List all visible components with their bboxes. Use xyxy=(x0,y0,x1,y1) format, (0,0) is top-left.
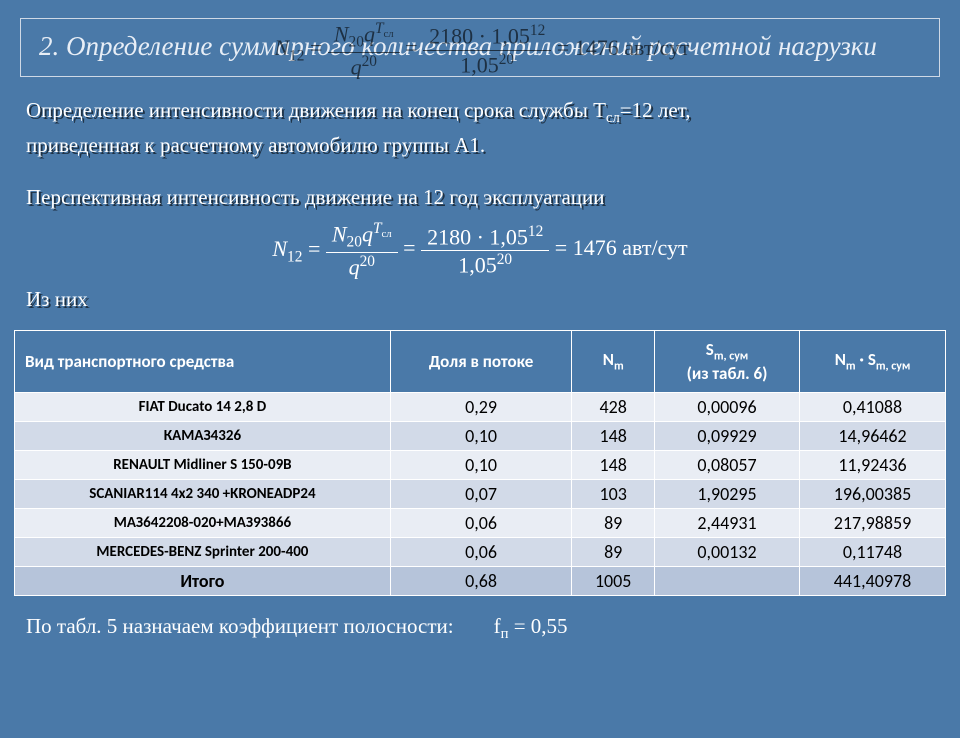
table-row: RENAULT Midliner S 150-09B0,101480,08057… xyxy=(15,450,946,479)
intro-text: Определение интенсивности движения на ко… xyxy=(26,95,934,160)
table-row: КАМАЗ43260,101480,0992914,96462 xyxy=(15,421,946,450)
title-text: 2. Определение суммарного количества при… xyxy=(39,31,877,61)
col-share: Доля в потоке xyxy=(390,330,572,392)
col-sm: Sm, сум(из табл. 6) xyxy=(655,330,800,392)
table-row: SCANIAR114 4x2 340 +KRONEADP240,071031,9… xyxy=(15,479,946,508)
col-prod: Nm · Sm, сум xyxy=(800,330,946,392)
col-nm: Nm xyxy=(572,330,655,392)
col-vehicle: Вид транспортного средства xyxy=(15,330,391,392)
footer-value: fп = 0,55 xyxy=(494,614,568,643)
table-body: FIAT Ducato 14 2,8 D0,294280,000960,4108… xyxy=(15,392,946,595)
formula: N12 = N20qTслq20 = 2180 · 1,05121,0520 =… xyxy=(0,220,960,280)
section-title: 2. Определение суммарного количества при… xyxy=(20,18,940,77)
table-total-row: Итого0,681005441,40978 xyxy=(15,566,946,595)
vehicle-table: Вид транспортного средства Доля в потоке… xyxy=(14,330,946,596)
table-row: FIAT Ducato 14 2,8 D0,294280,000960,4108… xyxy=(15,392,946,421)
footer-label: По табл. 5 назначаем коэффициент полосно… xyxy=(26,614,454,643)
footer-text: По табл. 5 назначаем коэффициент полосно… xyxy=(26,614,934,643)
table-row: MERCEDES-BENZ Sprinter 200-4000,06890,00… xyxy=(15,537,946,566)
table-row: МАЗ642208-020+МАЗ938660,06892,44931217,9… xyxy=(15,508,946,537)
perspective-text: Перспективная интенсивность движение на … xyxy=(26,182,934,212)
table-header-row: Вид транспортного средства Доля в потоке… xyxy=(15,330,946,392)
iz-nikh-label: Из них Из них xyxy=(26,287,934,312)
